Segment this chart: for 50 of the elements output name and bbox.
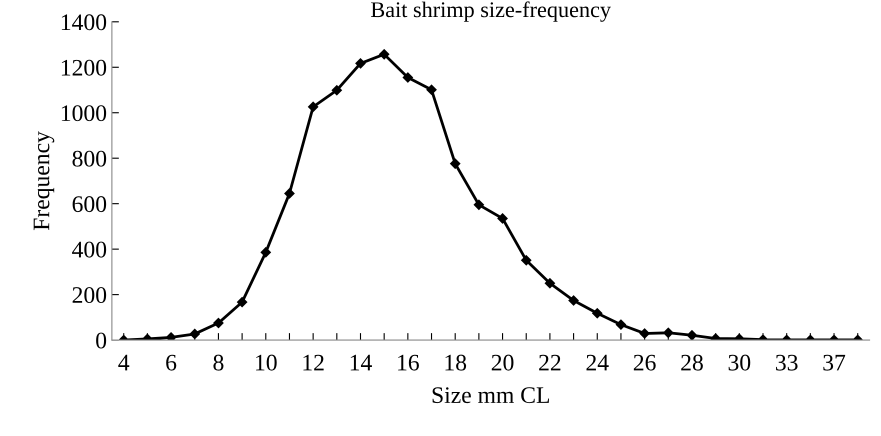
y-tick-label: 600 — [72, 196, 106, 212]
point — [236, 297, 248, 308]
point — [592, 308, 602, 318]
x-tick-label: 8 — [213, 354, 224, 371]
x-tick-label: 14 — [350, 354, 372, 370]
x-tick-label: 18 — [445, 354, 466, 371]
point — [190, 328, 200, 340]
point — [640, 328, 650, 339]
point — [213, 318, 224, 328]
x-tick-label: 26 — [634, 354, 656, 371]
y-tick-label: 800 — [72, 150, 106, 167]
y-axis-title: Frequency — [34, 131, 54, 230]
point — [544, 278, 556, 288]
point — [663, 328, 674, 338]
point — [426, 84, 437, 95]
point — [402, 72, 413, 83]
x-axis-title: Size mm CL — [432, 387, 549, 404]
point — [686, 330, 698, 340]
y-tick-label: 1200 — [62, 60, 106, 76]
point — [616, 320, 626, 330]
x-tick-label: 20 — [492, 354, 514, 371]
x-tick-label: 10 — [256, 354, 277, 371]
y-tick-label: 1400 — [62, 14, 106, 30]
point — [166, 332, 176, 340]
y-tick-label: 200 — [72, 287, 106, 304]
point — [521, 255, 532, 266]
y-tick-label: 1000 — [62, 105, 106, 122]
point — [355, 58, 366, 69]
x-tick-label: 22 — [539, 354, 560, 370]
y-tick-label: 400 — [72, 242, 106, 258]
point — [308, 102, 318, 112]
x-tick-label: 12 — [303, 354, 324, 370]
point — [284, 188, 295, 199]
x-tick-label: 4 — [118, 354, 130, 370]
chart-title: Bait shrimp size-frequency — [371, 1, 611, 22]
x-tick-label: 24 — [586, 354, 609, 370]
x-tick-label: 30 — [728, 354, 750, 371]
x-tick-label: 33 — [776, 354, 798, 371]
x-tick-label: 16 — [398, 354, 419, 371]
point — [332, 85, 342, 96]
point — [379, 49, 390, 60]
y-tick-label: 0 — [96, 332, 106, 349]
point — [497, 213, 508, 224]
point — [568, 295, 579, 306]
point — [450, 158, 460, 169]
x-tick-label: 6 — [166, 354, 176, 371]
x-tick-label: 37 — [823, 354, 846, 371]
point — [474, 200, 484, 210]
point — [260, 247, 271, 258]
x-tick-label: 28 — [681, 354, 703, 371]
